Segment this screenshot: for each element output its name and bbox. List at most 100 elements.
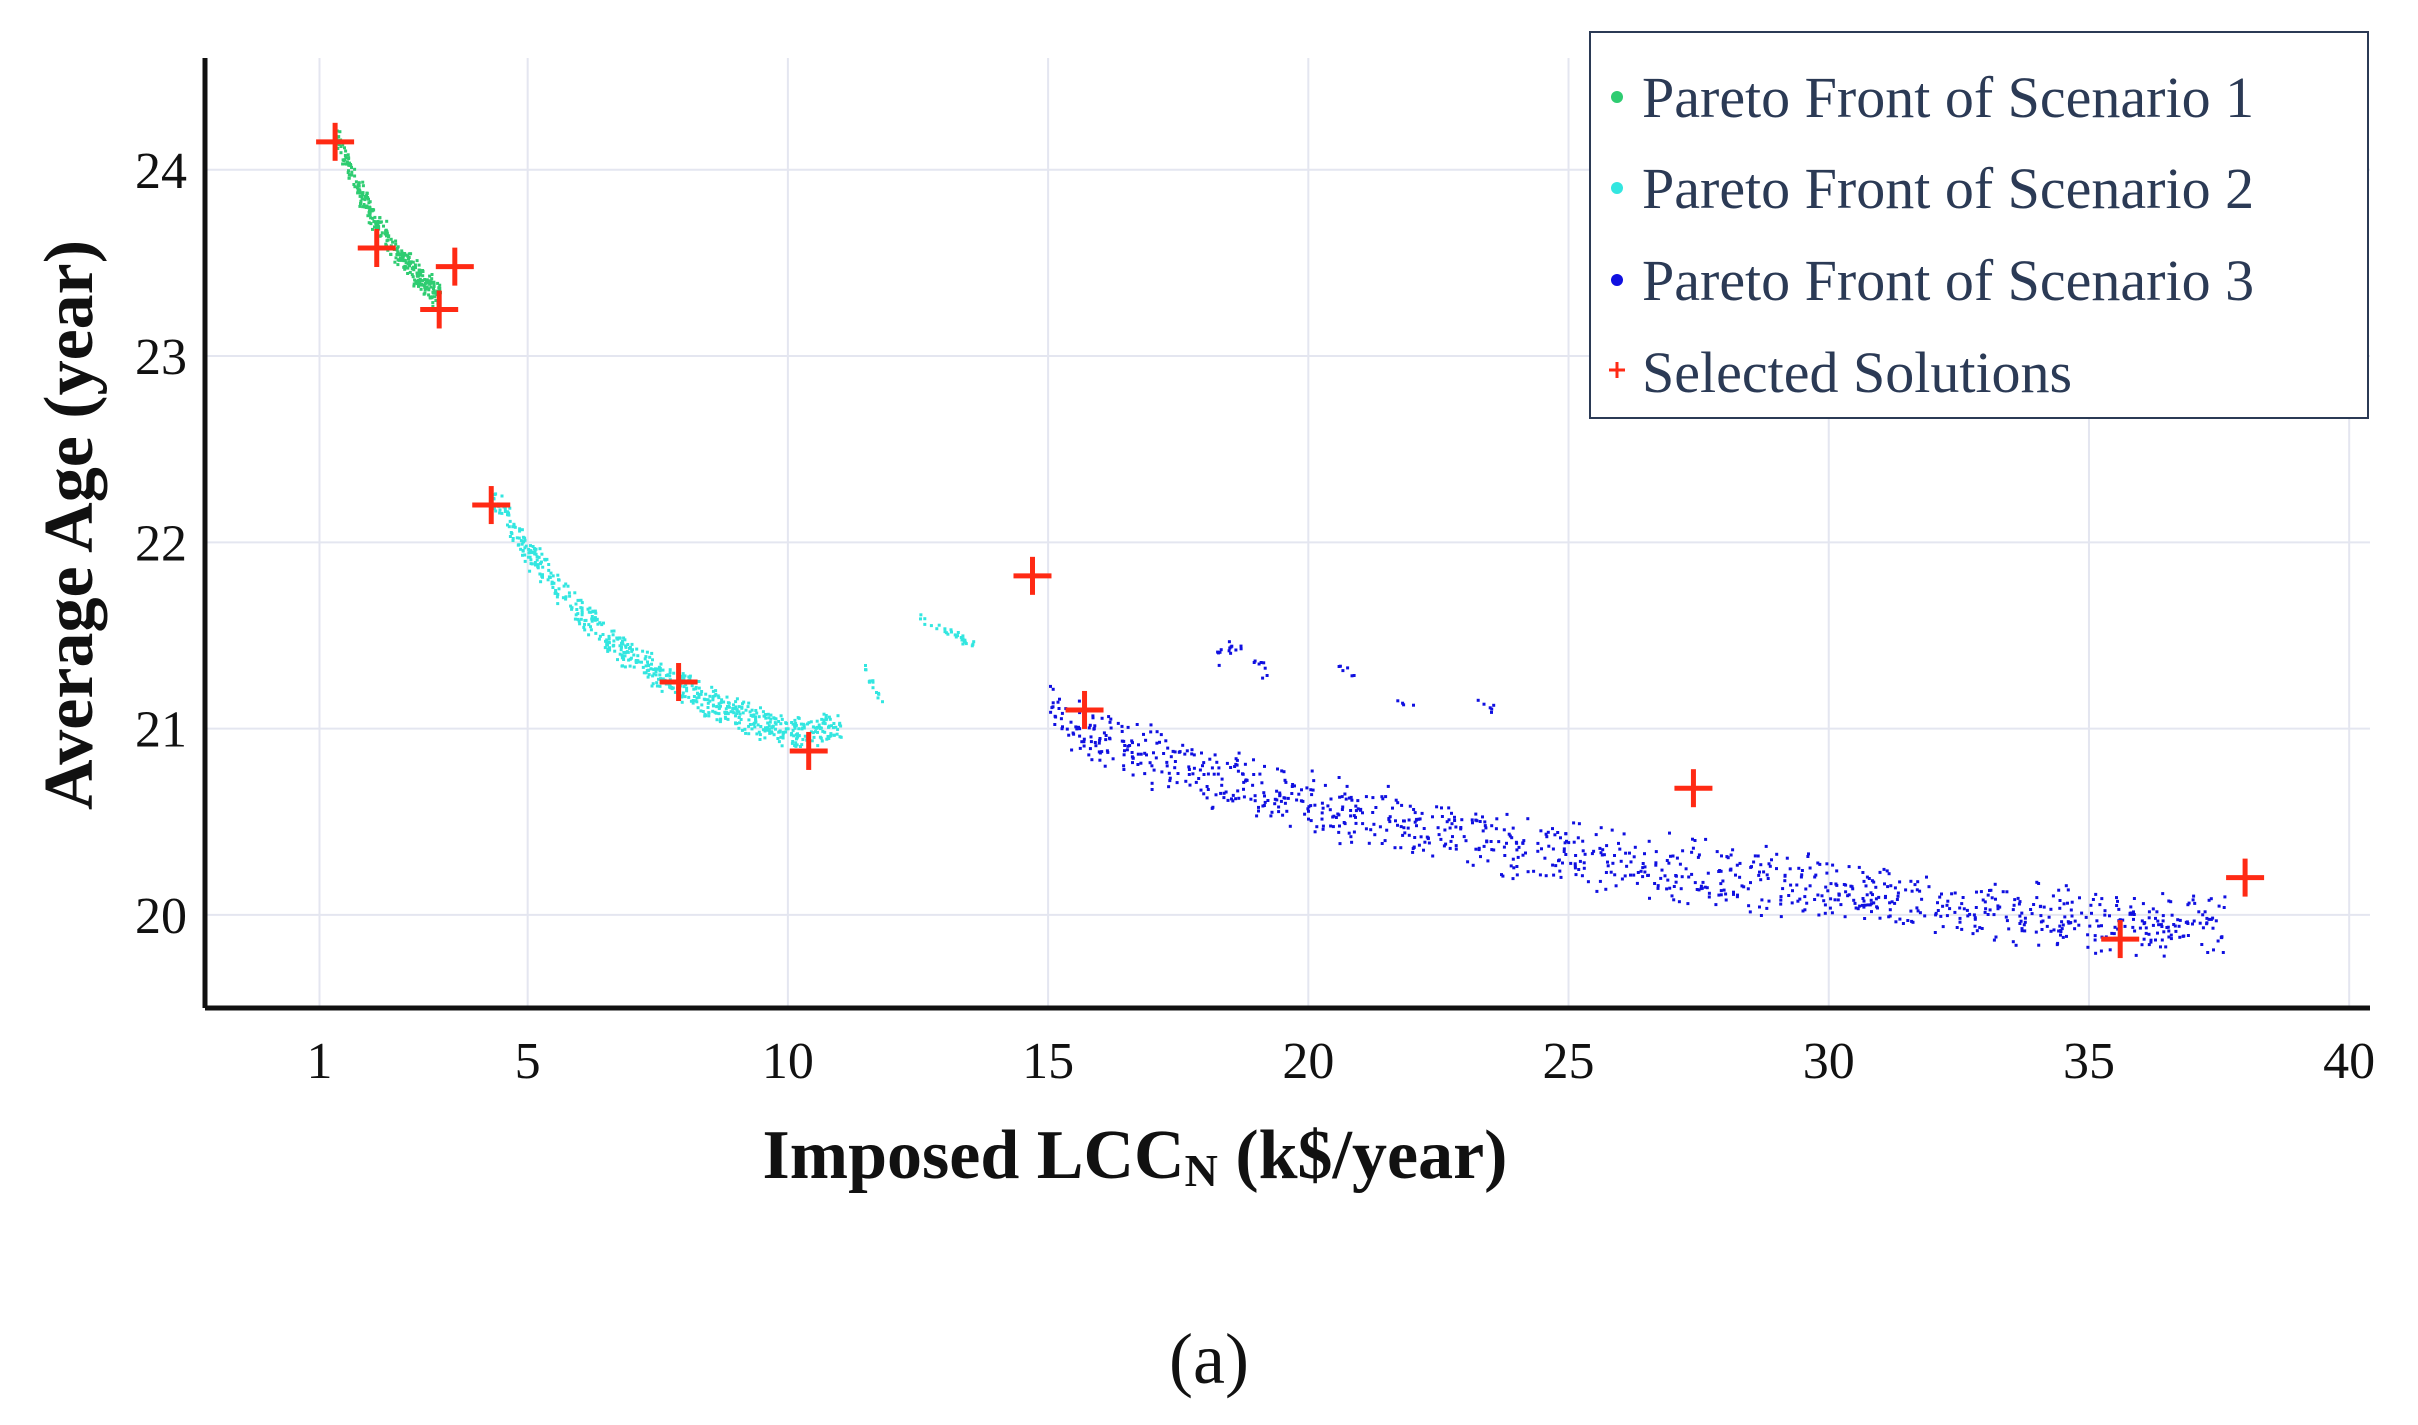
scatter-point-scenario-1 <box>373 215 377 219</box>
scatter-point-scenario-3 <box>1065 727 1069 731</box>
scatter-point-scenario-3 <box>1380 795 1384 799</box>
scatter-point-scenario-3 <box>1485 839 1489 843</box>
legend-marker-scenario-2 <box>1611 182 1623 194</box>
scatter-point-scenario-3 <box>1311 788 1315 792</box>
scatter-point-scenario-3 <box>1656 886 1660 890</box>
scatter-point-scenario-3 <box>1235 758 1239 762</box>
scatter-point-scenario-3 <box>1896 894 1900 898</box>
scatter-point-scenario-3 <box>1874 885 1878 889</box>
scatter-point-scenario-3 <box>1297 792 1301 796</box>
scatter-point-scenario-3 <box>1915 888 1919 892</box>
scatter-point-scenario-3 <box>1226 798 1230 802</box>
scatter-point-scenario-2 <box>533 561 537 564</box>
scatter-point-scenario-1 <box>378 216 382 220</box>
scatter-point-scenario-3 <box>2160 938 2164 942</box>
selected-solution-marker <box>1065 690 1104 729</box>
scatter-point-scenario-3 <box>1152 768 1156 772</box>
scatter-point-scenario-3 <box>1100 716 1104 720</box>
scatter-point-scenario-3 <box>1916 909 1920 913</box>
scatter-point-scenario-2 <box>619 648 623 652</box>
scatter-point-scenario-2 <box>795 736 799 740</box>
selected-solution-marker <box>1013 556 1052 595</box>
scatter-point-scenario-3 <box>1176 772 1180 775</box>
scatter-point-scenario-2 <box>828 717 832 721</box>
scatter-point-scenario-2 <box>824 714 828 717</box>
scatter-point-scenario-3 <box>1690 850 1694 854</box>
scatter-point-scenario-2 <box>923 617 927 621</box>
scatter-point-scenario-2 <box>782 730 786 734</box>
scatter-point-scenario-3 <box>2005 919 2009 923</box>
scatter-point-scenario-3 <box>2103 913 2107 917</box>
scatter-point-scenario-2 <box>624 644 628 648</box>
scatter-point-scenario-3 <box>1479 855 1482 859</box>
scatter-point-scenario-3 <box>1402 819 1405 823</box>
scatter-point-scenario-2 <box>526 555 530 559</box>
y-axis-title: Average Age (year) <box>31 240 108 810</box>
scatter-point-scenario-2 <box>531 545 535 548</box>
scatter-point-scenario-3 <box>1474 847 1478 851</box>
scatter-point-scenario-3 <box>1378 825 1382 829</box>
scatter-point-scenario-3 <box>1447 806 1451 810</box>
scatter-point-scenario-3 <box>1181 743 1185 747</box>
scatter-point-scenario-3 <box>1321 806 1325 810</box>
scatter-point-scenario-3 <box>2155 910 2159 914</box>
selected-solution-marker <box>1674 769 1713 808</box>
scatter-point-scenario-1 <box>382 224 385 228</box>
scatter-point-scenario-2 <box>654 673 658 677</box>
scatter-point-scenario-2 <box>734 705 738 709</box>
scatter-point-scenario-3 <box>1945 903 1949 907</box>
scatter-point-scenario-2 <box>540 552 544 556</box>
scatter-point-scenario-2 <box>506 523 509 527</box>
scatter-point-scenario-2 <box>784 727 788 731</box>
scatter-point-scenario-3 <box>2123 924 2127 928</box>
scatter-point-scenario-3 <box>1719 893 1723 897</box>
scatter-point-scenario-3 <box>1641 866 1645 870</box>
scatter-point-scenario-1 <box>379 233 383 237</box>
scatter-point-scenario-3 <box>1757 873 1761 877</box>
y-tick-label: 22 <box>135 515 187 572</box>
scatter-point-scenario-2 <box>646 668 650 672</box>
scatter-point-scenario-3 <box>1738 875 1742 879</box>
scatter-point-scenario-3 <box>1059 717 1063 721</box>
scatter-point-scenario-3 <box>1515 865 1519 868</box>
scatter-point-scenario-3 <box>1092 727 1096 730</box>
scatter-point-scenario-3 <box>1573 862 1577 866</box>
scatter-point-scenario-3 <box>1399 846 1403 850</box>
scatter-point-scenario-3 <box>1766 877 1770 880</box>
scatter-point-scenario-2 <box>575 608 579 611</box>
scatter-point-scenario-3 <box>1476 698 1480 702</box>
scatter-point-scenario-3 <box>2186 903 2190 907</box>
scatter-point-scenario-3 <box>1173 750 1177 754</box>
scatter-point-scenario-3 <box>1107 715 1111 719</box>
scatter-point-scenario-2 <box>757 730 761 734</box>
scatter-point-scenario-3 <box>2207 898 2211 902</box>
scatter-point-scenario-3 <box>1252 758 1255 762</box>
scatter-point-scenario-2 <box>551 586 555 589</box>
scatter-point-scenario-3 <box>1148 761 1152 765</box>
scatter-point-scenario-3 <box>1492 703 1496 707</box>
scatter-point-scenario-3 <box>1672 898 1676 902</box>
scatter-point-scenario-3 <box>2019 919 2023 923</box>
scatter-point-scenario-3 <box>2147 916 2151 920</box>
scatter-point-scenario-3 <box>1482 702 1486 706</box>
scatter-point-scenario-3 <box>1450 822 1454 826</box>
scatter-point-scenario-3 <box>1321 827 1325 831</box>
scatter-point-scenario-3 <box>1869 891 1873 895</box>
scatter-point-scenario-2 <box>688 676 692 680</box>
scatter-point-scenario-1 <box>349 164 353 168</box>
scatter-point-scenario-2 <box>809 720 813 724</box>
scatter-point-scenario-3 <box>1738 861 1742 865</box>
scatter-point-scenario-3 <box>2062 902 2066 906</box>
scatter-point-scenario-3 <box>1872 901 1876 905</box>
scatter-point-scenario-3 <box>1144 738 1148 742</box>
scatter-point-scenario-2 <box>589 628 593 632</box>
scatter-point-scenario-3 <box>1994 935 1998 939</box>
scatter-point-scenario-2 <box>695 700 699 704</box>
scatter-point-scenario-2 <box>596 622 600 626</box>
scatter-point-scenario-3 <box>1336 812 1340 816</box>
scatter-point-scenario-3 <box>1399 825 1403 829</box>
scatter-point-scenario-2 <box>706 706 710 709</box>
scatter-point-scenario-3 <box>1752 860 1756 864</box>
scatter-point-scenario-3 <box>1826 889 1830 893</box>
scatter-point-scenario-1 <box>422 283 426 287</box>
